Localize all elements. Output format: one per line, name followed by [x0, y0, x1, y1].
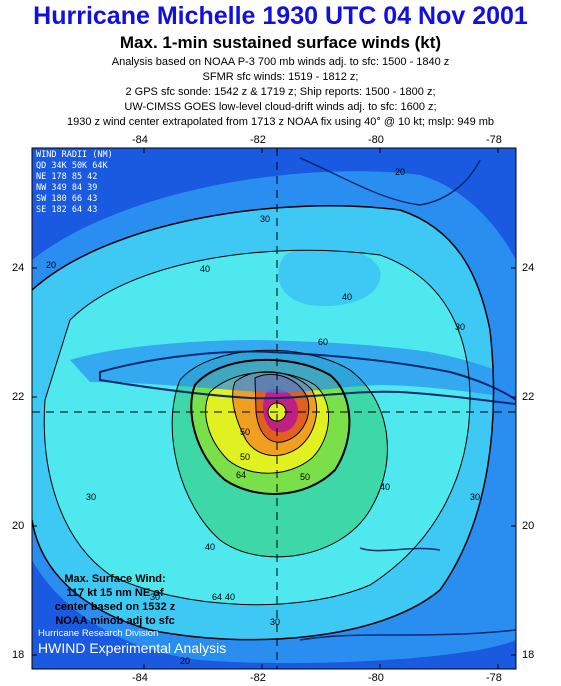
lon-tick-bottom: -80	[368, 672, 384, 684]
contour-label: 60	[318, 337, 328, 347]
band-30-island	[278, 246, 381, 306]
contour-label: 20	[180, 656, 190, 666]
lat-tick-left: 22	[12, 391, 25, 403]
lat-tick-right: 24	[522, 262, 535, 274]
tick-marks	[32, 148, 516, 669]
map-subtitle: Max. 1-min sustained surface winds (kt)	[119, 33, 442, 52]
analysis-line-5: 1930 z wind center extrapolated from 171…	[66, 116, 495, 128]
lat-tick-right: 22	[522, 391, 535, 403]
contour-80	[232, 371, 318, 457]
analysis-line-2: SFMR sfc winds: 1519 - 1812 z;	[202, 71, 359, 83]
contour-label: 50	[240, 427, 250, 437]
credit-division: Hurricane Research Division	[38, 628, 159, 639]
analysis-line-1: Analysis based on NOAA P-3 700 mb winds …	[111, 56, 450, 68]
contour-label: 30	[470, 492, 480, 502]
contour-label: 20	[395, 167, 405, 177]
lon-tick-bottom: -82	[250, 672, 266, 684]
cuba-coastline	[99, 350, 516, 406]
contour-label: 30	[86, 492, 96, 502]
lat-tick-left: 20	[12, 520, 25, 532]
wind-field: 20 30 40 50 60 64 30 40 40 30 40 50 30 2…	[32, 148, 516, 669]
wind-radii-columns: QD 34K 50K 64K	[36, 161, 108, 171]
lon-tick-top: -80	[368, 134, 384, 146]
contour-label: 30	[455, 322, 465, 332]
contour-label: 50	[240, 452, 250, 462]
lat-tick-right: 18	[522, 649, 535, 661]
lat-tick-right: 20	[522, 520, 535, 532]
contour-90	[254, 373, 310, 443]
wind-radii-table: WIND RADII (NM) QD 34K 50K 64K NE 178 85…	[36, 150, 113, 216]
contour-label: 40	[225, 592, 235, 602]
max-wind-line: center based on 1532 z	[54, 601, 176, 613]
max-wind-note: Max. Surface Wind: 117 kt 15 nm NE of ce…	[30, 572, 200, 628]
contour-label: 50	[300, 472, 310, 482]
wind-radii-row: SE 182 64 43	[36, 205, 98, 215]
cuba-coast-band	[70, 340, 516, 398]
contour-label: 40	[342, 292, 352, 302]
contour-label: 40	[205, 542, 215, 552]
analysis-line-4: UW-CIMSS GOES low-level cloud-drift wind…	[124, 101, 437, 113]
map-title: Hurricane Michelle 1930 UTC 04 Nov 2001	[33, 2, 528, 30]
contour-label: 30	[260, 214, 270, 224]
jamaica-coastline	[299, 629, 516, 641]
contour-label: 40	[200, 264, 210, 274]
contour-label: 30	[150, 592, 160, 602]
lon-tick-top: -82	[250, 134, 266, 146]
lat-tick-left: 24	[12, 262, 25, 274]
lat-tick-left: 18	[12, 649, 25, 661]
wind-radii-row: NE 178 85 42	[36, 172, 98, 182]
analysis-line-3: 2 GPS sfc sonde: 1542 z & 1719 z; Ship r…	[125, 86, 436, 98]
contour-label: 20	[46, 260, 56, 270]
florida-coastline	[299, 157, 481, 206]
lon-tick-bottom: -78	[486, 672, 502, 684]
contour-label: 30	[270, 617, 280, 627]
contour-label: 64	[236, 470, 246, 480]
lon-tick-bottom: -84	[132, 672, 148, 684]
bahamas-coastline	[359, 547, 441, 552]
contour-30	[32, 205, 495, 641]
credit-product: HWIND Experimental Analysis	[38, 640, 227, 656]
max-wind-line: NOAA minob adj to sfc	[55, 615, 175, 627]
contour-50	[171, 349, 388, 558]
contour-40	[43, 249, 471, 606]
wind-radii-row: NW 349 84 39	[36, 183, 98, 193]
max-wind-line: 117 kt 15 nm NE of	[66, 587, 164, 599]
wind-radii-row: SW 180 66 43	[36, 194, 98, 204]
lon-tick-top: -84	[132, 134, 148, 146]
contour-label: 40	[380, 482, 390, 492]
wind-radii-header: WIND RADII (NM)	[36, 150, 113, 160]
map-frame	[31, 147, 517, 670]
max-wind-line: Max. Surface Wind:	[64, 573, 166, 585]
contour-label: 64	[212, 592, 222, 602]
lon-tick-top: -78	[486, 134, 502, 146]
